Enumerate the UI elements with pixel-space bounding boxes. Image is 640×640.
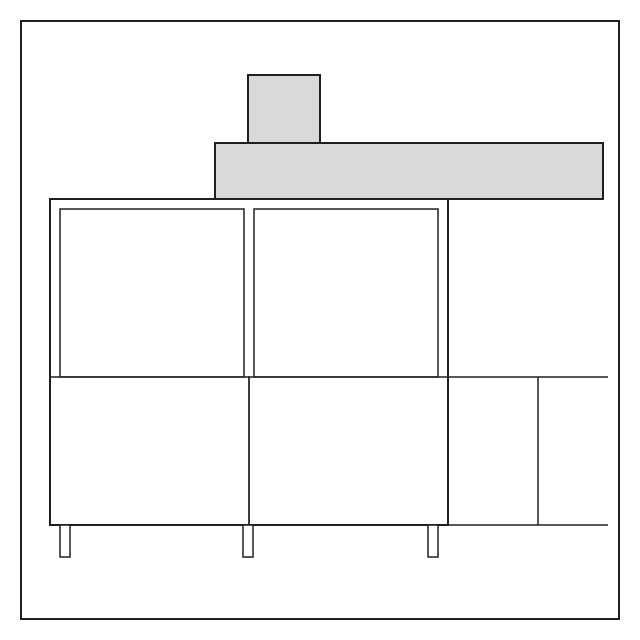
lower-panel-right (249, 377, 448, 525)
chimney (248, 75, 320, 143)
lower-panel-left (50, 377, 249, 525)
leg-3 (428, 525, 438, 557)
hood (215, 143, 603, 199)
leg-2 (243, 525, 253, 557)
upper-opening-left (60, 209, 244, 377)
equipment-diagram (0, 0, 640, 640)
upper-opening-right (254, 209, 438, 377)
leg-1 (60, 525, 70, 557)
